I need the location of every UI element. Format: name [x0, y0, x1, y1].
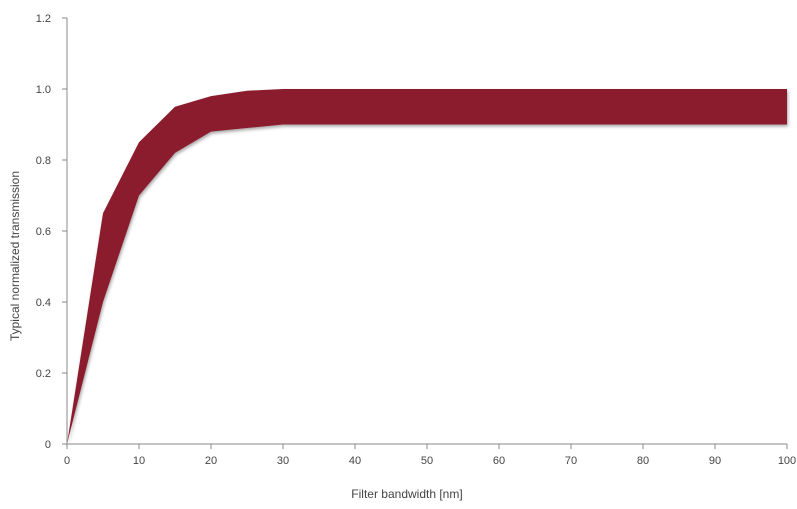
x-tick-label: 60	[493, 455, 505, 467]
x-tick-label: 10	[133, 455, 145, 467]
y-tick-label: 0.2	[36, 368, 51, 380]
x-axis-label: Filter bandwidth [nm]	[351, 487, 462, 501]
y-axis-label: Typical normalized transmission	[8, 171, 22, 341]
transmission-band	[67, 89, 787, 444]
y-tick-label: 0.8	[36, 155, 51, 167]
x-tick-label: 100	[778, 455, 796, 467]
x-tick-label: 0	[64, 455, 70, 467]
x-tick-label: 80	[637, 455, 649, 467]
y-tick-label: 0	[45, 439, 51, 451]
x-tick-label: 40	[349, 455, 361, 467]
y-tick-label: 0.4	[36, 297, 51, 309]
x-tick-label: 90	[709, 455, 721, 467]
y-tick-label: 0.6	[36, 226, 51, 238]
ticks-layer: 0 10 20 30 40 50 60 70 80 90 100 0 0.2 0.4 0.6 0.8 1.0 1.…	[36, 13, 796, 467]
band-layer	[67, 89, 787, 444]
axes-layer	[66, 18, 787, 445]
x-tick-label: 70	[565, 455, 577, 467]
y-tick-label: 1.0	[36, 84, 51, 96]
x-tick-label: 30	[277, 455, 289, 467]
x-tick-label: 20	[205, 455, 217, 467]
x-tick-label: 50	[421, 455, 433, 467]
y-tick-label: 1.2	[36, 13, 51, 25]
